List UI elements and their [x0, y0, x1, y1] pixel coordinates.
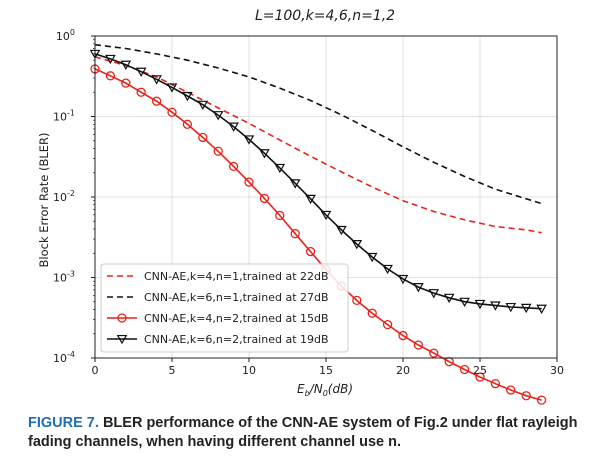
circle-marker [398, 330, 408, 341]
triangle-marker [289, 179, 301, 189]
circle-marker [429, 348, 439, 358]
triangle-marker [120, 60, 132, 70]
circle-marker [536, 395, 547, 405]
y-tick-label: 10-2 [53, 189, 75, 204]
triangle-marker [243, 135, 255, 145]
triangle-marker [413, 283, 424, 293]
circle-marker [213, 146, 223, 156]
y-tick-label: 10-1 [53, 109, 75, 124]
triangle-marker [351, 240, 363, 250]
x-tick-label: 10 [242, 364, 256, 377]
circle-marker [352, 295, 362, 306]
circle-marker [121, 78, 131, 88]
y-axis-ticks: 100 10-1 10-2 10-3 10-4 [53, 28, 95, 365]
triangle-marker [274, 163, 286, 174]
circle-marker [228, 161, 239, 172]
x-tick-label: 5 [169, 364, 176, 377]
circle-marker [136, 87, 146, 97]
triangle-marker [505, 302, 517, 313]
triangle-marker [397, 274, 409, 285]
legend-label-2: CNN-AE,k=6,n=1,trained at 27dB [144, 291, 329, 304]
triangle-marker [320, 210, 332, 221]
triangle-marker [197, 100, 209, 111]
legend-label-3: CNN-AE,k=4,n=2,trained at 15dB [144, 312, 329, 325]
bler-chart: L=100,k=4,6,n=1,2 0 5 10 15 20 25 30 10010-110… [37, 8, 564, 405]
triangle-marker [490, 301, 501, 311]
circle-marker [167, 107, 177, 117]
triangle-marker [135, 67, 147, 78]
triangle-marker [105, 54, 116, 65]
triangle-marker [116, 334, 128, 345]
triangle-marker [151, 75, 162, 85]
circle-marker [382, 319, 393, 330]
circle-marker [413, 340, 424, 350]
y-axis-label: Block Error Rate (BLER) [37, 133, 51, 268]
figure-label: FIGURE 7. [28, 415, 99, 431]
circle-marker [275, 210, 285, 221]
triangle-marker [382, 264, 393, 275]
triangle-marker [443, 293, 455, 304]
triangle-marker [182, 91, 193, 102]
circle-marker [105, 71, 116, 81]
x-tick-label: 15 [319, 364, 333, 377]
triangle-marker [428, 289, 440, 299]
circle-marker [506, 385, 516, 395]
circle-marker [475, 372, 485, 382]
y-tick-label: 100 [56, 28, 75, 43]
circle-marker [244, 177, 254, 187]
triangle-marker [536, 304, 547, 314]
circle-marker [459, 364, 470, 375]
figure-caption: FIGURE 7. BLER performance of the CNN-AE… [28, 414, 588, 452]
triangle-marker [520, 303, 532, 314]
legend: CNN-AE,k=4,n=1,trained at 22dB CNN-AE,k=6… [100, 263, 349, 353]
triangle-marker [305, 194, 316, 205]
figure-caption-text: BLER performance of the CNN-AE system of… [28, 415, 578, 450]
triangle-marker [166, 83, 178, 93]
x-tick-label: 0 [92, 364, 99, 377]
x-axis-label: Eb/N0(dB) [297, 382, 353, 398]
x-axis-ticks: 0 5 10 15 20 25 30 [92, 358, 564, 377]
circle-marker [367, 308, 377, 318]
series-line-3 [94, 68, 542, 401]
circle-marker [182, 119, 193, 129]
circle-marker [198, 132, 208, 143]
y-tick-label: 10-4 [53, 350, 75, 365]
series-line-1 [94, 56, 542, 234]
circle-marker [521, 391, 531, 401]
triangle-marker [474, 299, 486, 310]
circle-marker [290, 229, 300, 239]
y-tick-label: 10-3 [53, 270, 75, 285]
triangle-marker [259, 149, 270, 159]
circle-marker [151, 96, 162, 106]
series-line-2 [94, 43, 542, 205]
circle-marker [117, 313, 127, 323]
circle-marker [259, 193, 270, 204]
triangle-marker [366, 252, 378, 263]
x-tick-label: 20 [396, 364, 410, 377]
legend-label-1: CNN-AE,k=4,n=1,trained at 22dB [144, 270, 329, 283]
x-tick-label: 25 [473, 364, 487, 377]
triangle-marker [336, 225, 347, 236]
triangle-marker [212, 111, 224, 121]
legend-label-4: CNN-AE,k=6,n=2,trained at 19dB [144, 333, 329, 346]
circle-marker [305, 246, 316, 257]
legend-box [100, 263, 349, 353]
triangle-marker [228, 122, 239, 132]
x-tick-label: 30 [550, 364, 564, 377]
circle-marker [490, 379, 501, 389]
triangle-marker [459, 297, 470, 308]
chart-title: L=100,k=4,6,n=1,2 [255, 8, 395, 24]
